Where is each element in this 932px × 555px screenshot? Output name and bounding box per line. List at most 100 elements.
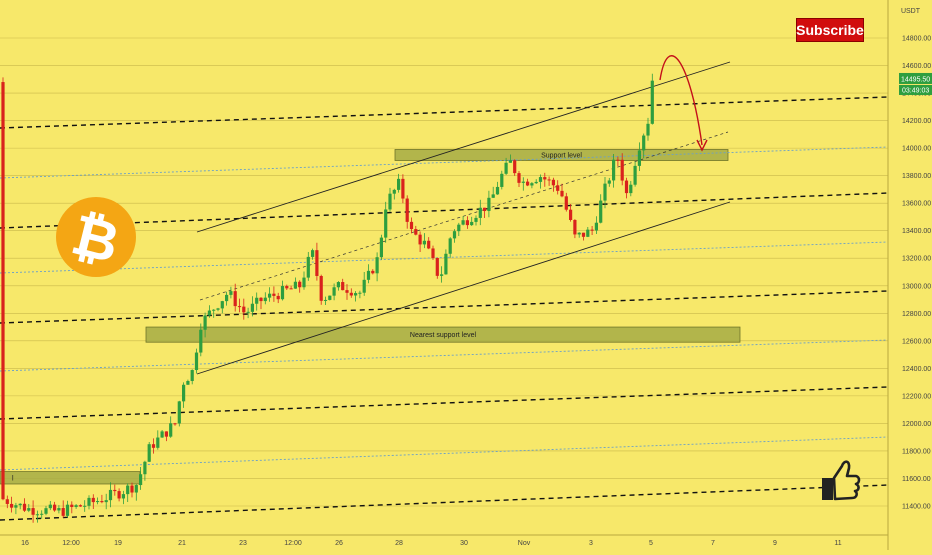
support-zone [0, 471, 141, 485]
candle-body [547, 179, 551, 181]
support-zone-label: l [12, 475, 14, 482]
candle-body [100, 501, 104, 503]
candle-body [255, 297, 259, 304]
candle-body [349, 292, 353, 296]
candle-body [78, 505, 82, 507]
candle-body [182, 384, 186, 402]
subscribe-button[interactable]: Subscribe [796, 18, 864, 42]
y-tick-label: 12600.00 [902, 338, 931, 345]
candle-body [495, 186, 500, 195]
candle-body [87, 497, 91, 506]
candle-body [263, 297, 267, 302]
y-tick-label: 13800.00 [902, 173, 931, 180]
candle-body [65, 504, 70, 516]
candle-body [397, 178, 401, 190]
channel-upper-line [196, 61, 731, 233]
candle-body [177, 401, 181, 424]
grid-lines [0, 37, 888, 507]
candle-body [513, 160, 517, 174]
candle-body [500, 173, 504, 187]
y-tick-label: 13200.00 [902, 256, 931, 263]
candle-body [440, 274, 444, 276]
candle-body [61, 508, 65, 516]
y-tick-label: 13400.00 [902, 228, 931, 235]
candle-body [151, 444, 156, 448]
candle-body [461, 220, 465, 225]
candle-body [336, 282, 340, 288]
candle-body [521, 181, 525, 183]
candle-body [250, 303, 254, 312]
dashed-channel-line [0, 386, 889, 420]
candle-body [427, 240, 431, 249]
bitcoin-logo: ₿ [56, 197, 136, 277]
support-zone [145, 326, 741, 343]
candle-body [401, 178, 405, 199]
candle-body [225, 294, 229, 302]
currency-label: USDT [901, 8, 921, 15]
candle-body [379, 237, 383, 258]
candle-body [289, 288, 293, 290]
candle-body [169, 423, 173, 437]
candle-body [633, 165, 637, 185]
thumb-hand [832, 460, 861, 501]
candle-body [564, 196, 568, 210]
dotted-guide-line [0, 241, 889, 274]
candle-body [285, 286, 289, 289]
candle-body [147, 444, 151, 462]
candle-body [612, 159, 616, 181]
candle-body [83, 505, 87, 507]
x-tick-label: 12:00 [284, 540, 302, 547]
candle-body [207, 310, 211, 316]
candle-body [272, 293, 276, 296]
candle-body [457, 224, 461, 232]
candle-body [173, 423, 177, 425]
candle-body [31, 508, 35, 515]
candle-body [117, 491, 121, 499]
candle-body [345, 290, 349, 293]
bitcoin-circle [56, 197, 136, 277]
candle-body [276, 295, 280, 300]
candle-body [508, 160, 512, 163]
dotted-guide-line [0, 146, 889, 179]
candle-body [573, 219, 577, 235]
candle-body [551, 179, 555, 186]
candle-body [422, 240, 426, 245]
candle-body [242, 306, 246, 313]
price-value: 14495.50 [901, 76, 930, 83]
candle-body [642, 135, 646, 151]
y-tick-label: 13600.00 [902, 201, 931, 208]
candle-body [156, 437, 160, 448]
candle-body [474, 217, 478, 222]
candle-body [121, 494, 125, 499]
candle-body [504, 162, 508, 174]
x-tick-label: 7 [711, 540, 715, 547]
candle-body [590, 229, 594, 231]
price-axis: USDT 11400.00 11600.00 11800.00 12000.00 1220… [887, 0, 932, 550]
candle-body [40, 513, 44, 515]
candle-body [220, 301, 224, 309]
y-tick-label: 11600.00 [902, 476, 931, 483]
candle-body [302, 277, 306, 288]
x-tick-label: 30 [460, 540, 468, 547]
candle-body [448, 238, 452, 254]
candle-body [616, 159, 620, 161]
candle-body [27, 508, 31, 511]
candle-body [246, 311, 250, 313]
candle-body [293, 281, 297, 289]
candle-body [259, 297, 263, 302]
candle-body [14, 505, 18, 508]
candle-body [212, 309, 216, 311]
candle-body [366, 270, 371, 280]
candle-body [237, 306, 242, 308]
price-tag [899, 72, 932, 84]
candle-body [465, 220, 469, 226]
candle-body [341, 282, 345, 291]
candle-body [164, 431, 168, 437]
candle-body [96, 501, 100, 503]
candle-body [311, 250, 315, 257]
candle-body [22, 503, 27, 511]
y-tick-label: 12400.00 [902, 366, 931, 373]
candle-body [483, 207, 487, 212]
candle-body [5, 499, 9, 504]
